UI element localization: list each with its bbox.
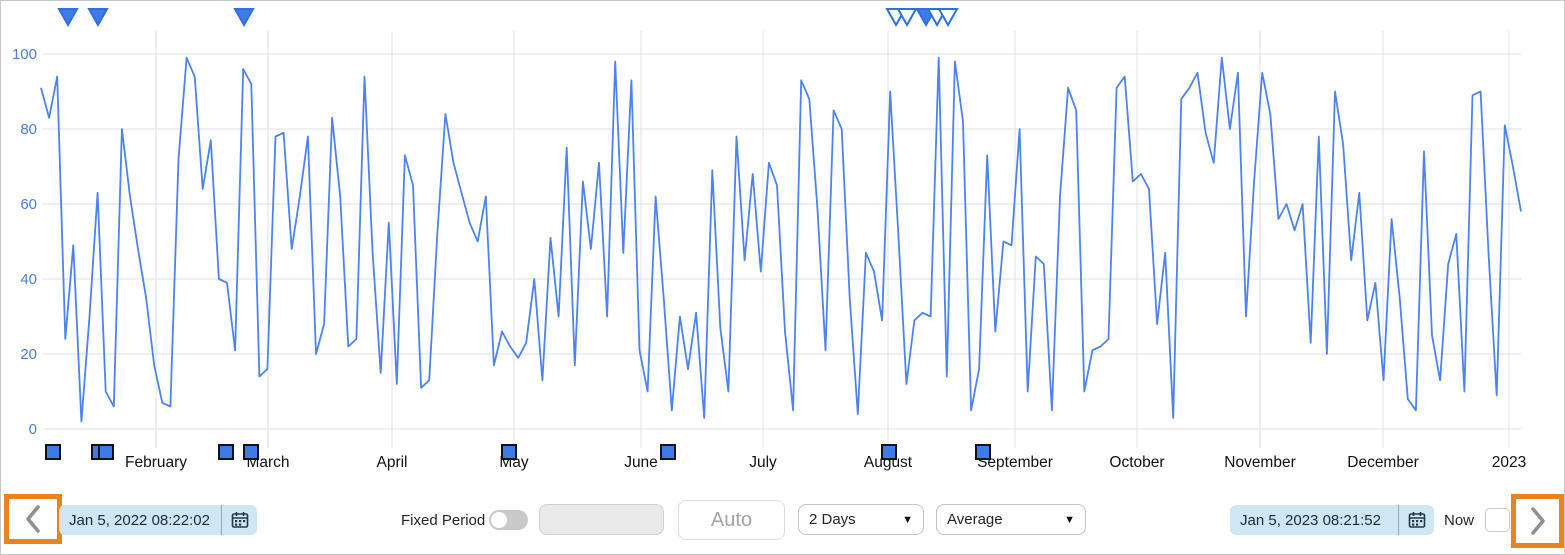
fixed-period-toggle[interactable] xyxy=(489,510,528,530)
triangle-marker-icon[interactable] xyxy=(896,8,918,28)
square-marker-icon[interactable] xyxy=(881,444,897,460)
triangle-marker-icon[interactable] xyxy=(57,8,79,28)
x-axis-month-label: February xyxy=(125,454,187,471)
square-marker-icon[interactable] xyxy=(660,444,676,460)
interval-select-value: 2 Days xyxy=(809,511,856,528)
chart-area: 0 20 40 60 80 100 February March April May June Jul… xyxy=(1,1,1564,481)
bottom-annotation-markers xyxy=(45,444,991,460)
end-date-value[interactable]: Jan 5, 2023 08:21:52 xyxy=(1240,511,1381,529)
y-tick-label: 0 xyxy=(29,421,37,438)
calendar-icon xyxy=(231,512,248,528)
top-annotation-markers xyxy=(57,8,959,28)
x-axis-month-label: August xyxy=(864,454,913,471)
square-marker-icon[interactable] xyxy=(45,444,61,460)
dropdown-arrow-icon: ▼ xyxy=(1064,513,1075,526)
y-tick-label: 40 xyxy=(20,271,37,288)
x-axis-month-label: June xyxy=(624,454,658,471)
now-label: Now xyxy=(1444,512,1475,529)
fixed-period-input[interactable] xyxy=(539,504,664,535)
triangle-marker-icon[interactable] xyxy=(937,8,959,28)
x-axis-month-label: December xyxy=(1347,454,1419,471)
chevron-right-icon xyxy=(1530,507,1545,535)
prev-time-range-button[interactable] xyxy=(9,499,57,539)
calendar-icon xyxy=(1408,512,1425,528)
x-axis-month-label: November xyxy=(1224,454,1296,471)
y-tick-label: 20 xyxy=(20,346,37,363)
y-tick-label: 80 xyxy=(20,121,37,138)
aggregation-select[interactable]: Average ▼ xyxy=(936,504,1086,535)
start-date-value[interactable]: Jan 5, 2022 08:22:02 xyxy=(69,511,210,529)
interval-select[interactable]: 2 Days ▼ xyxy=(798,504,924,535)
y-tick-label: 100 xyxy=(12,46,37,63)
x-axis-month-label: April xyxy=(376,454,407,471)
start-date-calendar-button[interactable] xyxy=(221,505,257,535)
end-date-input[interactable]: Jan 5, 2023 08:21:52 xyxy=(1230,505,1434,535)
x-axis-month-label: October xyxy=(1109,454,1164,471)
now-checkbox[interactable] xyxy=(1485,508,1510,532)
square-marker-icon[interactable] xyxy=(218,444,234,460)
next-page-highlight xyxy=(1511,494,1564,548)
end-date-calendar-button[interactable] xyxy=(1398,505,1434,535)
fixed-period-label: Fixed Period xyxy=(401,512,486,529)
x-axis-month-label: September xyxy=(977,454,1053,471)
series-line xyxy=(40,56,1522,423)
square-marker-icon[interactable] xyxy=(501,444,517,460)
square-marker-icon[interactable] xyxy=(98,444,114,460)
triangle-marker-icon[interactable] xyxy=(233,8,255,28)
month-gridlines: February March April May June July August Septe… xyxy=(125,31,1526,471)
y-tick-label: 60 xyxy=(20,196,37,213)
triangle-marker-icon[interactable] xyxy=(87,8,109,28)
auto-button[interactable]: Auto xyxy=(678,500,785,540)
start-date-input[interactable]: Jan 5, 2022 08:22:02 xyxy=(59,505,257,535)
x-axis-month-label: July xyxy=(749,454,777,471)
chevron-left-icon xyxy=(26,505,40,533)
aggregation-select-value: Average xyxy=(947,511,1003,528)
next-time-range-button[interactable] xyxy=(1516,499,1559,543)
toggle-knob xyxy=(491,512,507,528)
square-marker-icon[interactable] xyxy=(243,444,259,460)
prev-page-highlight xyxy=(4,494,62,544)
square-marker-icon[interactable] xyxy=(975,444,991,460)
dropdown-arrow-icon: ▼ xyxy=(902,513,913,526)
x-axis-month-label: 2023 xyxy=(1492,454,1526,471)
